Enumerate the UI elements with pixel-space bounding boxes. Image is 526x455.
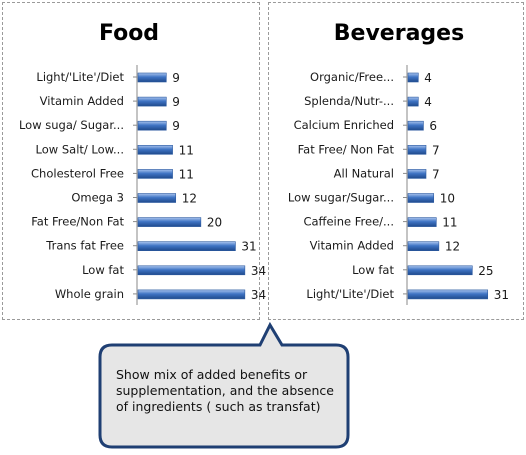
- food-value-label: 20: [207, 216, 222, 230]
- food-value-label: 34: [251, 288, 266, 302]
- food-bar: [137, 289, 246, 300]
- food-category-label: Fat Free/Non Fat: [31, 215, 124, 229]
- food-category-label: Low fat: [82, 263, 124, 277]
- beverages-bar: [407, 193, 435, 203]
- callout-shape: [98, 321, 350, 449]
- food-bar: [137, 120, 167, 131]
- food-category-label: Trans fat Free: [45, 239, 124, 253]
- food-value-label: 12: [182, 192, 197, 206]
- food-value-label: 11: [179, 167, 194, 181]
- beverages-value-label: 7: [432, 167, 440, 181]
- food-category-label: Omega 3: [71, 191, 124, 205]
- beverages-value-label: 4: [424, 95, 432, 109]
- food-chart-panel: Food Light/'Lite'/Diet 9 Vitamin Added 9 Low …: [2, 2, 266, 320]
- food-category-label: Cholesterol Free: [31, 166, 124, 180]
- food-bar: [137, 145, 173, 155]
- food-category-label: Light/'Lite'/Diet: [36, 70, 124, 84]
- food-category-label: Low suga/ Sugar...: [19, 118, 124, 132]
- beverages-bar: [407, 169, 427, 179]
- callout-box: Show mix of added benefits or supplement…: [92, 275, 364, 453]
- food-bar: [137, 96, 167, 107]
- beverages-value-label: 31: [494, 288, 509, 302]
- food-value-label: 9: [172, 95, 180, 109]
- food-value-label: 31: [241, 240, 256, 254]
- beverages-bar: [407, 265, 473, 276]
- beverages-value-label: 12: [445, 240, 460, 254]
- food-bar: [137, 193, 177, 203]
- callout-text: Show mix of added benefits or supplement…: [116, 367, 334, 414]
- beverages-category-label: Fat Free/ Non Fat: [298, 142, 395, 156]
- beverages-category-label: Organic/Free...: [310, 70, 394, 84]
- beverages-category-label: Light/'Lite'/Diet: [306, 287, 394, 301]
- beverages-value-label: 10: [440, 192, 455, 206]
- beverages-category-label: Low sugar/Sugar...: [288, 191, 394, 205]
- food-value-label: 9: [172, 119, 180, 133]
- beverages-bar: [407, 120, 424, 131]
- food-value-label: 34: [251, 264, 266, 278]
- food-bar: [137, 265, 246, 276]
- beverages-category-label: All Natural: [334, 166, 394, 180]
- food-bar: [137, 217, 202, 227]
- beverages-chart-panel: Beverages Organic/Free... 4 Splenda/Nutr-..…: [268, 2, 524, 320]
- beverages-value-label: 11: [442, 216, 457, 230]
- food-bar: [137, 72, 167, 83]
- food-category-label: Whole grain: [55, 287, 124, 301]
- food-category-label: Vitamin Added: [40, 94, 124, 108]
- food-value-label: 11: [179, 143, 194, 157]
- beverages-value-label: 4: [424, 71, 432, 85]
- beverages-value-label: 6: [429, 119, 437, 133]
- beverages-value-label: 7: [432, 143, 440, 157]
- beverages-bar: [407, 145, 427, 155]
- beverages-category-label: Low fat: [352, 263, 394, 277]
- beverages-category-label: Calcium Enriched: [294, 118, 394, 132]
- beverages-bar: [407, 96, 419, 107]
- beverages-chart: Beverages Organic/Free... 4 Splenda/Nutr-..…: [288, 21, 509, 305]
- beverages-bar: [407, 72, 419, 83]
- beverages-category-label: Vitamin Added: [310, 239, 394, 253]
- beverages-bar: [407, 217, 437, 227]
- beverages-category-label: Caffeine Free/...: [303, 215, 394, 229]
- beverages-bar: [407, 241, 440, 251]
- food-category-label: Low Salt/ Low...: [36, 142, 124, 156]
- food-chart-title: Food: [99, 21, 159, 46]
- beverages-chart-title: Beverages: [334, 21, 464, 46]
- food-chart: Food Light/'Lite'/Diet 9 Vitamin Added 9 Low …: [19, 21, 266, 305]
- beverages-category-label: Splenda/Nutr-...: [304, 94, 394, 108]
- food-value-label: 9: [172, 71, 180, 85]
- food-bar: [137, 241, 236, 251]
- beverages-bar: [407, 289, 489, 300]
- food-bar: [137, 169, 173, 179]
- beverages-value-label: 25: [478, 264, 493, 278]
